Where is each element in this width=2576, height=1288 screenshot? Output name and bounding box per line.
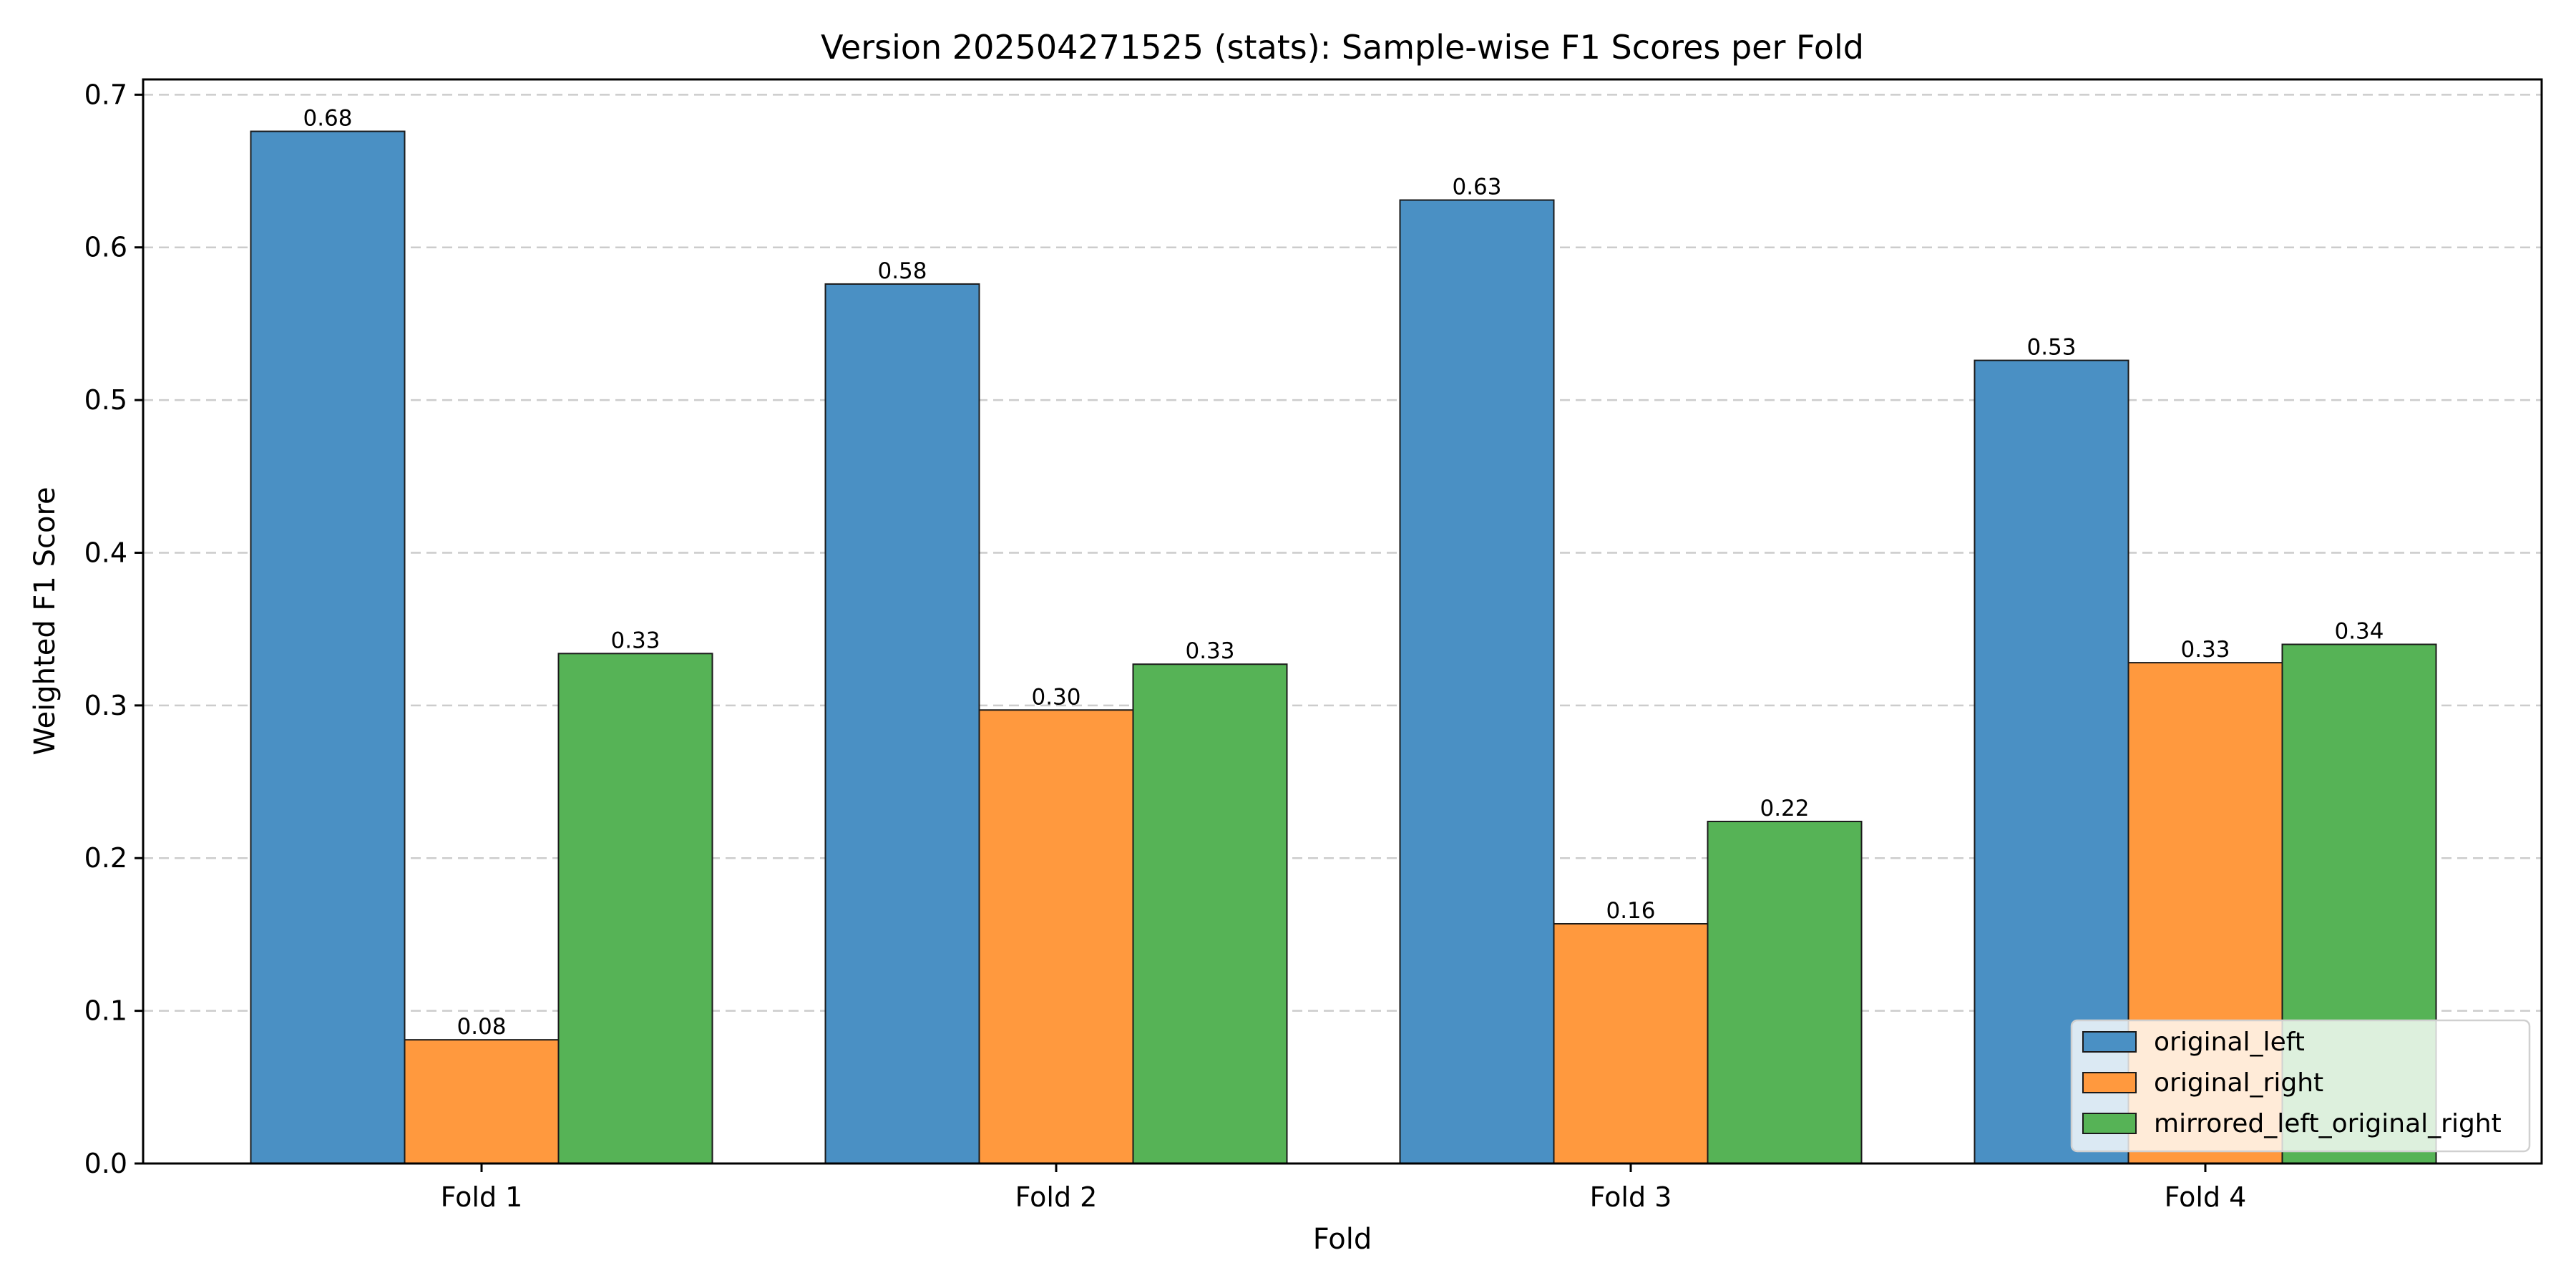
x-tick-label: Fold 3 [1590, 1181, 1672, 1213]
bar-original_right-1 [404, 1039, 560, 1165]
legend: original_left original_right mirrored_left… [2070, 1019, 2531, 1153]
legend-swatch-mirrored_left_original_right [2082, 1113, 2137, 1134]
bar-value-label: 0.08 [457, 1014, 506, 1040]
bar-original_left-3 [1399, 199, 1555, 1164]
bar-original_left-2 [824, 283, 980, 1164]
legend-label-original_left: original_left [2154, 1028, 2305, 1057]
bar-value-label: 0.53 [2026, 335, 2076, 361]
y-tick-label: 0.1 [84, 995, 127, 1027]
bar-value-label: 0.33 [2180, 637, 2230, 663]
legend-label-mirrored_left_original_right: mirrored_left_original_right [2154, 1109, 2502, 1138]
y-tick-label: 0.3 [84, 690, 127, 721]
legend-swatch-original_right [2082, 1072, 2137, 1093]
bar-value-label: 0.34 [2334, 619, 2384, 645]
bar-value-label: 0.30 [1031, 684, 1080, 710]
bar-value-label: 0.22 [1760, 796, 1809, 821]
x-axis-label: Fold [1313, 1223, 1372, 1256]
bar-original_right-3 [1553, 922, 1709, 1164]
bar-mirrored_left_original_right-3 [1707, 821, 1863, 1165]
bar-value-label: 0.68 [303, 106, 352, 132]
bar-value-labels: 0.68 0.08 0.33 0.58 0.30 0.33 0.63 0.16 0.22 0.53… [303, 106, 2384, 1040]
x-tick-label: Fold 2 [1015, 1181, 1098, 1213]
axes [142, 78, 2543, 1165]
bar-mirrored_left_original_right-2 [1132, 663, 1288, 1164]
y-tick-label: 0.2 [84, 842, 127, 874]
bar-value-label: 0.16 [1606, 898, 1655, 924]
y-tick-label: 0.7 [84, 79, 127, 110]
bar-value-label: 0.33 [1185, 638, 1234, 664]
y-axis-label: Weighted F1 Score [29, 487, 62, 755]
x-tick-label: Fold 4 [2165, 1181, 2247, 1213]
x-tick-label: Fold 1 [441, 1181, 523, 1213]
grid-lines [143, 94, 2542, 1165]
y-tick-label: 0.5 [84, 384, 127, 416]
y-axis-ticks: 0.0 0.1 0.2 0.3 0.4 0.5 0.6 0.7 [84, 79, 143, 1179]
chart-title: Version 202504271525 (stats): Sample-wis… [821, 28, 1864, 67]
bars [250, 130, 2437, 1165]
x-axis-ticks: Fold 1 Fold 2 Fold 3 Fold 4 [441, 1163, 2247, 1213]
bar-original_left-1 [250, 130, 406, 1164]
y-tick-label: 0.4 [84, 537, 127, 568]
legend-label-original_right: original_right [2154, 1068, 2323, 1098]
bar-value-label: 0.58 [877, 258, 927, 284]
plot-frame [142, 78, 2543, 1165]
y-tick-label: 0.6 [84, 232, 127, 263]
bar-original_right-2 [978, 709, 1134, 1164]
bar-value-label: 0.33 [610, 628, 660, 653]
legend-frame [2070, 1019, 2531, 1153]
bar-value-label: 0.63 [1452, 175, 1501, 200]
y-tick-label: 0.0 [84, 1148, 127, 1179]
bar-mirrored_left_original_right-1 [557, 653, 713, 1164]
legend-swatch-original_left [2082, 1031, 2137, 1053]
